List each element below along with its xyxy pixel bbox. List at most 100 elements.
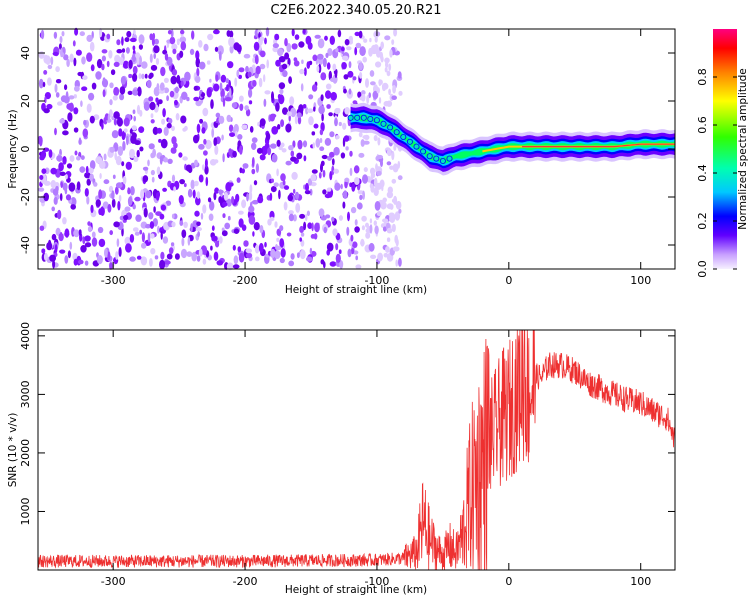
noise-blob <box>341 61 347 70</box>
noise-blob <box>86 178 91 186</box>
noise-blob <box>245 65 249 73</box>
noise-blob <box>89 160 96 170</box>
noise-blob <box>149 101 156 111</box>
noise-blob <box>108 185 114 193</box>
noise-blob <box>99 27 103 38</box>
noise-blob <box>369 224 373 234</box>
noise-blob <box>374 36 378 43</box>
x-tick-label: -200 <box>233 575 258 588</box>
noise-blob <box>226 198 232 207</box>
noise-blob <box>293 60 300 67</box>
noise-blob <box>365 228 370 234</box>
noise-blob <box>217 189 224 194</box>
colorbar-gradient <box>713 29 737 269</box>
noise-blob <box>128 59 133 69</box>
noise-blob <box>375 31 381 37</box>
noise-blob <box>320 160 325 167</box>
noise-blob <box>148 74 153 80</box>
noise-blob <box>296 152 303 160</box>
colorbar-tick-label: 0.8 <box>696 68 709 86</box>
noise-blob <box>162 187 168 192</box>
noise-blob <box>273 182 279 187</box>
noise-blob <box>66 163 73 169</box>
noise-blob <box>305 35 312 45</box>
noise-blob <box>102 201 109 209</box>
noise-blob <box>202 107 209 117</box>
noise-blob <box>168 247 174 255</box>
noise-blob <box>129 37 137 43</box>
noise-blob <box>216 260 224 266</box>
noise-blob <box>384 66 388 73</box>
noise-blob <box>101 49 108 54</box>
noise-blob <box>61 31 65 37</box>
noise-blob <box>206 60 211 65</box>
noise-blob <box>112 174 116 179</box>
noise-blob <box>355 264 362 270</box>
noise-blob <box>255 65 261 75</box>
noise-blob <box>187 236 191 246</box>
noise-blob <box>166 56 173 66</box>
noise-blob <box>285 160 292 166</box>
noise-blob <box>150 169 155 176</box>
noise-blob <box>329 261 337 267</box>
noise-blob <box>74 85 80 92</box>
noise-blob <box>380 159 383 168</box>
noise-blob <box>294 115 298 125</box>
noise-blob <box>337 108 341 114</box>
noise-blob <box>121 48 126 53</box>
colorbar-tick-label: 0.0 <box>696 260 709 278</box>
noise-blob <box>186 96 190 102</box>
noise-blob <box>147 232 151 243</box>
noise-blob <box>179 179 186 185</box>
noise-blob <box>277 124 281 130</box>
noise-blob <box>191 251 197 262</box>
noise-blob <box>349 38 353 44</box>
noise-blob <box>341 55 349 61</box>
noise-blob <box>375 61 382 68</box>
noise-blob <box>180 115 187 124</box>
noise-blob <box>310 174 317 182</box>
noise-blob <box>103 179 110 185</box>
noise-blob <box>392 246 400 252</box>
noise-blob <box>319 129 324 136</box>
noise-blob <box>305 107 309 115</box>
noise-blob <box>311 84 318 92</box>
noise-blob <box>389 49 393 58</box>
noise-blob <box>322 169 326 178</box>
noise-blob <box>39 175 44 180</box>
noise-blob <box>228 182 234 187</box>
noise-blob <box>359 72 363 79</box>
noise-blob <box>87 221 91 227</box>
noise-blob <box>302 104 307 109</box>
noise-blob <box>294 34 300 40</box>
noise-blob <box>153 45 160 54</box>
noise-blob <box>60 181 63 188</box>
noise-blob <box>167 30 172 35</box>
noise-blob <box>327 48 333 56</box>
noise-blob <box>43 192 49 202</box>
noise-blob <box>90 64 95 72</box>
noise-blob <box>196 191 201 199</box>
noise-blob <box>290 107 297 118</box>
noise-blob <box>313 233 318 240</box>
noise-blob <box>381 184 384 192</box>
noise-blob <box>305 182 309 192</box>
noise-blob <box>299 213 306 219</box>
noise-blob <box>200 212 204 220</box>
noise-blob <box>150 119 155 124</box>
noise-blob <box>246 193 249 202</box>
noise-blob <box>373 44 379 55</box>
noise-blob <box>349 150 353 157</box>
noise-blob <box>304 67 307 76</box>
noise-blob <box>43 180 51 186</box>
noise-blob <box>234 77 238 87</box>
noise-blob <box>382 218 389 223</box>
noise-blob <box>160 231 163 240</box>
noise-blob <box>192 189 196 199</box>
noise-blob <box>215 74 219 82</box>
noise-blob <box>113 111 120 119</box>
noise-blob <box>133 29 136 35</box>
noise-blob <box>371 172 376 178</box>
